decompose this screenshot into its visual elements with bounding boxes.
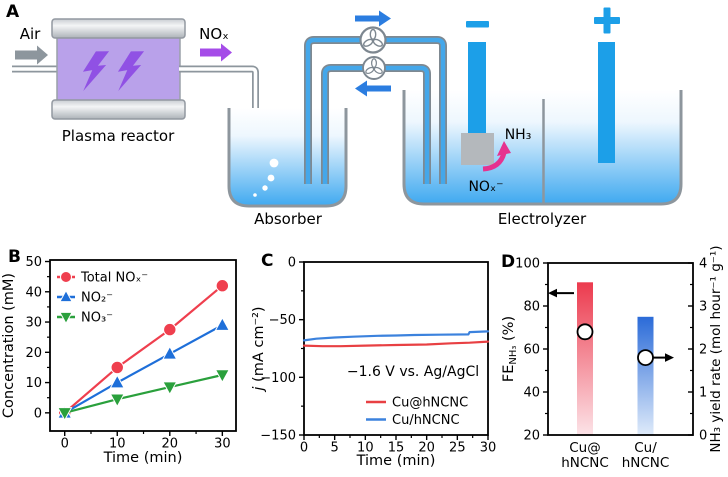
fe-bar [637,316,654,436]
y-tick-label: 10 [25,376,42,391]
absorber-label: Absorber [254,210,323,228]
left-tick-label: 80 [523,300,540,315]
y-tick-label: 50 [25,255,42,270]
y-tick-label: 0 [288,256,296,271]
y-tick-label: 20 [25,346,42,361]
electrolyzer-label: Electrolyzer [498,210,587,228]
left-tick-label: 100 [515,257,540,272]
series-Cu@hNCNC [302,340,490,348]
category-label: Cu/ [634,440,657,456]
y-tick-label: −50 [269,313,296,328]
fe-bar [577,282,593,435]
flow-arrow-right-icon [355,10,391,27]
legend-label: Total NOₓ⁻ [80,271,148,286]
x-tick-label: 10 [357,441,374,456]
panel-c-chart: 0 5 10 15 20 25 30 0 −50 −100 −150 Time (min) j (mA … [251,256,497,470]
cathode [461,21,494,165]
x-tick-label: 5 [331,441,339,456]
right-y-axis-label: NH₃ yield rate (mol hour⁻¹ g⁻¹) [708,245,724,452]
category-label: hNCNC [561,455,609,471]
left-tick-label: 20 [523,429,540,444]
x-tick-label: 30 [480,441,497,456]
series-Cu/hNCNC [302,330,490,342]
nox-ion-label: NOₓ⁻ [468,179,503,195]
catalyst-block [461,133,494,165]
nox-arrow-icon [200,43,232,62]
category-label: hNCNC [622,455,670,471]
flow-arrow-left-icon [355,80,391,97]
category-label: Cu@ [569,440,600,456]
legend-label: NO₃⁻ [81,311,113,326]
anode-plus-icon [603,7,611,34]
legend-label: Cu/hNCNC [392,413,460,428]
left-tick-label: 40 [523,386,540,401]
x-tick-label: 0 [300,441,308,456]
y-tick-label: 40 [25,285,42,300]
bubbles [253,158,279,197]
x-tick-label: 10 [109,437,126,452]
panel-d-label: D [501,252,516,272]
left-tick-label: 60 [523,343,540,358]
air-label: Air [20,25,41,43]
panel-c-label: C [261,251,274,271]
x-axis-label: Time (min) [103,450,183,466]
y-axis-label: FENH₃ (%) [501,316,519,382]
y-tick-label: −150 [260,429,296,444]
plasma-reactor [51,18,186,120]
panel-a-schematic: Air Plasma reactor NOₓ Absorber E [12,7,683,228]
air-arrow-icon [15,45,48,65]
anode [594,7,620,163]
legend-label: Cu@hNCNC [392,396,468,411]
pump-icon [362,56,386,80]
pump-icon [359,26,387,54]
plot-frame [547,262,694,436]
series-NO₃⁻ [57,369,231,422]
annotation: −1.6 V vs. Ag/AgCl [347,364,479,380]
nox-gas-label: NOₓ [199,25,229,43]
right-tick-label: 0 [699,429,707,444]
conversion-arrow-icon [482,141,511,172]
y-tick-label: 0 [34,406,42,421]
yield-marker [637,349,654,366]
right-tick-label: 3 [699,300,707,315]
series-NO₂⁻ [57,316,231,419]
absorber-vessel [227,108,348,208]
right-tick-label: 4 [699,257,707,272]
cathode-electrode [468,42,486,134]
x-axis-label: Time (min) [356,453,436,469]
right-tick-label: 1 [699,386,707,401]
x-tick-label: 15 [388,441,405,456]
panel-b-label: B [8,247,21,267]
cathode-minus-icon [466,21,489,28]
x-tick-label: 30 [214,437,231,452]
x-tick-label: 0 [61,437,69,452]
legend-label: NO₂⁻ [81,291,113,306]
x-tick-label: 25 [449,441,466,456]
y-axis-label: j (mA cm⁻²) [251,306,267,392]
y-tick-label: 30 [25,316,42,331]
x-tick-label: 20 [162,437,179,452]
nox-outlet-pipe [179,65,259,192]
plasma-reactor-label: Plasma reactor [62,127,175,145]
yield-marker [576,323,594,341]
nh3-label: NH₃ [505,127,532,143]
y-axis-label: Concentration (mM) [1,273,17,418]
anode-electrode [598,42,615,163]
panel-a-label: A [6,2,20,22]
panel-b-chart: 0 10 20 30 0 10 20 30 40 50 Time (min) Concentratio… [1,255,237,466]
x-tick-label: 20 [418,441,435,456]
right-tick-label: 2 [699,343,707,358]
y-tick-label: −100 [260,371,296,386]
